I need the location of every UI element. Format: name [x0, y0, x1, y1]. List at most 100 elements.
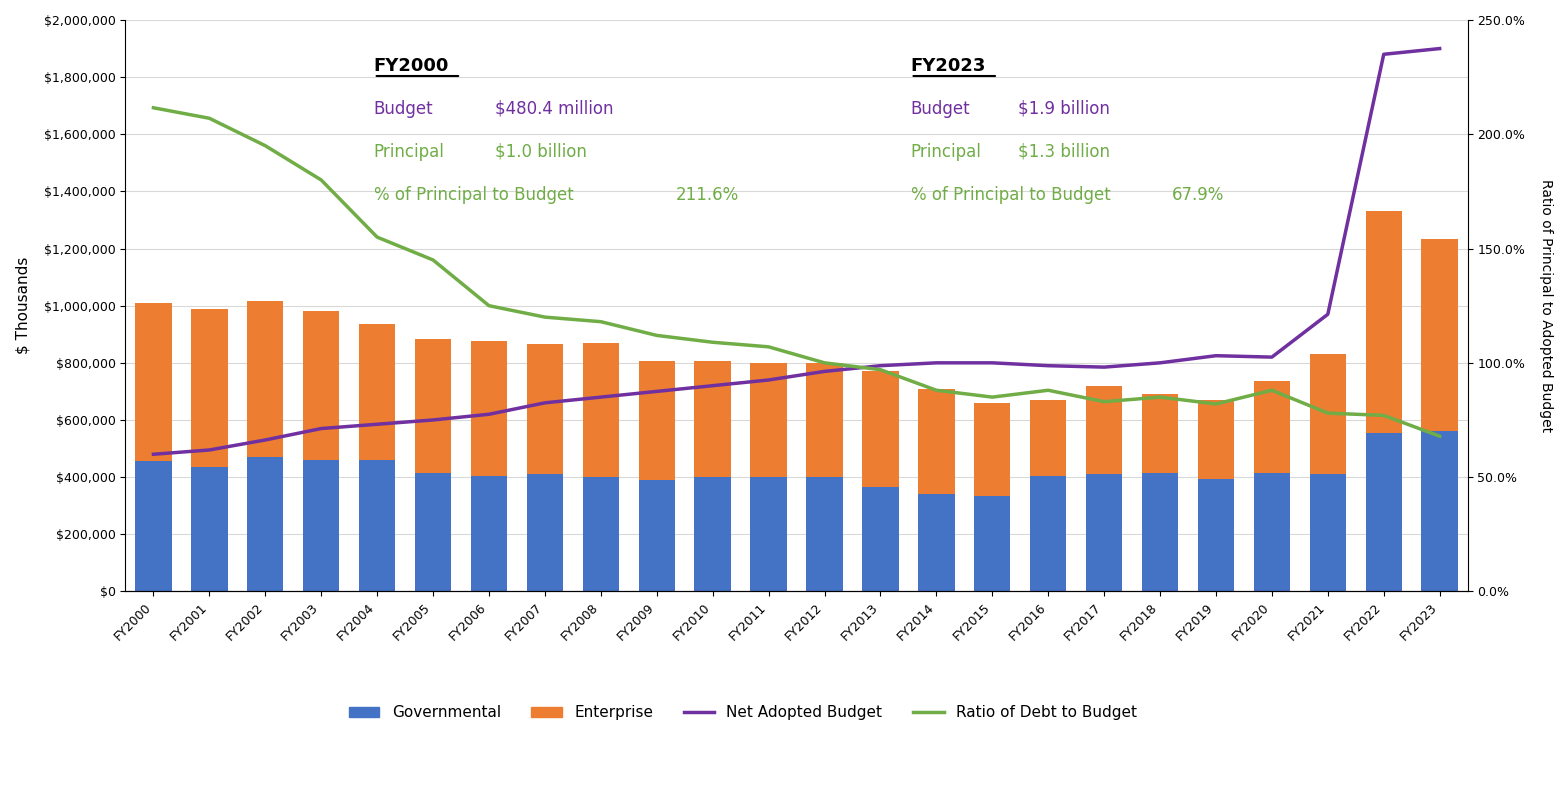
Bar [974, 496, 1010, 591]
Net Adopted Budget [423, 415, 442, 425]
Ratio of Debt to Budget [423, 256, 442, 265]
Bar [527, 474, 563, 591]
Text: % of Principal to Budget: % of Principal to Budget [911, 186, 1110, 203]
Net Adopted Budget [1319, 309, 1338, 319]
Net Adopted Budget [983, 358, 1002, 368]
Bar [416, 473, 452, 591]
Net Adopted Budget [648, 387, 666, 396]
Bar [751, 477, 787, 591]
Bar [695, 477, 731, 591]
Ratio of Debt to Budget [1319, 409, 1338, 418]
Net Adopted Budget [368, 420, 387, 429]
Ratio of Debt to Budget [536, 312, 555, 322]
Ratio of Debt to Budget [1374, 411, 1392, 421]
Bar [695, 361, 731, 477]
Net Adopted Budget [591, 392, 610, 402]
Net Adopted Budget [1430, 44, 1449, 54]
Bar [862, 372, 898, 487]
Text: $1.9 billion: $1.9 billion [1018, 100, 1110, 118]
Bar [974, 403, 1010, 496]
Net Adopted Budget [1206, 351, 1225, 360]
Ratio of Debt to Budget [648, 331, 666, 340]
Net Adopted Budget [872, 361, 891, 371]
Bar [1366, 433, 1402, 591]
Bar [806, 363, 842, 477]
Bar [527, 344, 563, 474]
Ratio of Debt to Budget [983, 392, 1002, 402]
Ratio of Debt to Budget [1094, 396, 1113, 406]
Y-axis label: Ratio of Principal to Adopted Budget: Ratio of Principal to Adopted Budget [1540, 179, 1552, 433]
Bar [470, 341, 506, 476]
Bar [638, 361, 674, 480]
Text: 67.9%: 67.9% [1173, 186, 1225, 203]
Text: $1.3 billion: $1.3 billion [1018, 143, 1110, 161]
Net Adopted Budget [536, 398, 555, 408]
Legend: Governmental, Enterprise, Net Adopted Budget, Ratio of Debt to Budget: Governmental, Enterprise, Net Adopted Bu… [343, 699, 1143, 727]
Bar [1030, 476, 1066, 591]
Bar [1142, 394, 1178, 473]
Net Adopted Budget [144, 449, 163, 459]
Text: % of Principal to Budget: % of Principal to Budget [373, 186, 574, 203]
Bar [135, 303, 171, 461]
Bar [1198, 478, 1234, 591]
Bar [470, 476, 506, 591]
Text: 211.6%: 211.6% [676, 186, 739, 203]
Ratio of Debt to Budget [1038, 385, 1057, 395]
Text: $1.0 billion: $1.0 billion [494, 143, 586, 161]
Bar [751, 363, 787, 477]
Ratio of Debt to Budget [1430, 432, 1449, 441]
Text: Budget: Budget [373, 100, 433, 118]
Net Adopted Budget [759, 375, 778, 384]
Bar [248, 301, 284, 457]
Ratio of Debt to Budget [927, 385, 946, 395]
Text: FY2000: FY2000 [373, 57, 448, 75]
Bar [806, 477, 842, 591]
Bar [1366, 211, 1402, 433]
Text: $480.4 million: $480.4 million [494, 100, 613, 118]
Ratio of Debt to Budget [704, 337, 723, 347]
Net Adopted Budget [201, 445, 220, 455]
Net Adopted Budget [312, 424, 331, 433]
Text: Budget: Budget [911, 100, 971, 118]
Net Adopted Budget [1151, 358, 1170, 368]
Bar [248, 457, 284, 591]
Net Adopted Budget [815, 367, 834, 376]
Bar [1422, 239, 1458, 432]
Ratio of Debt to Budget [480, 301, 499, 311]
Bar [1254, 473, 1290, 591]
Text: Principal: Principal [373, 143, 445, 161]
Text: FY2023: FY2023 [911, 57, 986, 75]
Bar [1309, 354, 1345, 474]
Ratio of Debt to Budget [144, 103, 163, 113]
Ratio of Debt to Budget [591, 317, 610, 327]
Net Adopted Budget [927, 358, 946, 368]
Bar [1030, 400, 1066, 476]
Net Adopted Budget [704, 381, 723, 391]
Bar [919, 388, 955, 494]
Bar [1142, 473, 1178, 591]
Bar [416, 339, 452, 473]
Ratio of Debt to Budget [759, 342, 778, 352]
Net Adopted Budget [1038, 361, 1057, 371]
Bar [862, 487, 898, 591]
Bar [638, 480, 674, 591]
Net Adopted Budget [1094, 362, 1113, 372]
Y-axis label: $ Thousands: $ Thousands [16, 257, 30, 354]
Bar [191, 308, 227, 467]
Ratio of Debt to Budget [1206, 399, 1225, 409]
Bar [303, 312, 339, 460]
Ratio of Debt to Budget [201, 114, 220, 123]
Bar [919, 494, 955, 591]
Ratio of Debt to Budget [256, 141, 274, 151]
Net Adopted Budget [1262, 352, 1281, 362]
Bar [359, 460, 395, 591]
Bar [1254, 381, 1290, 473]
Ratio of Debt to Budget [1151, 392, 1170, 402]
Bar [583, 477, 619, 591]
Bar [135, 461, 171, 591]
Bar [359, 324, 395, 460]
Bar [1087, 474, 1123, 591]
Net Adopted Budget [256, 435, 274, 445]
Net Adopted Budget [1374, 50, 1392, 59]
Ratio of Debt to Budget [368, 232, 387, 242]
